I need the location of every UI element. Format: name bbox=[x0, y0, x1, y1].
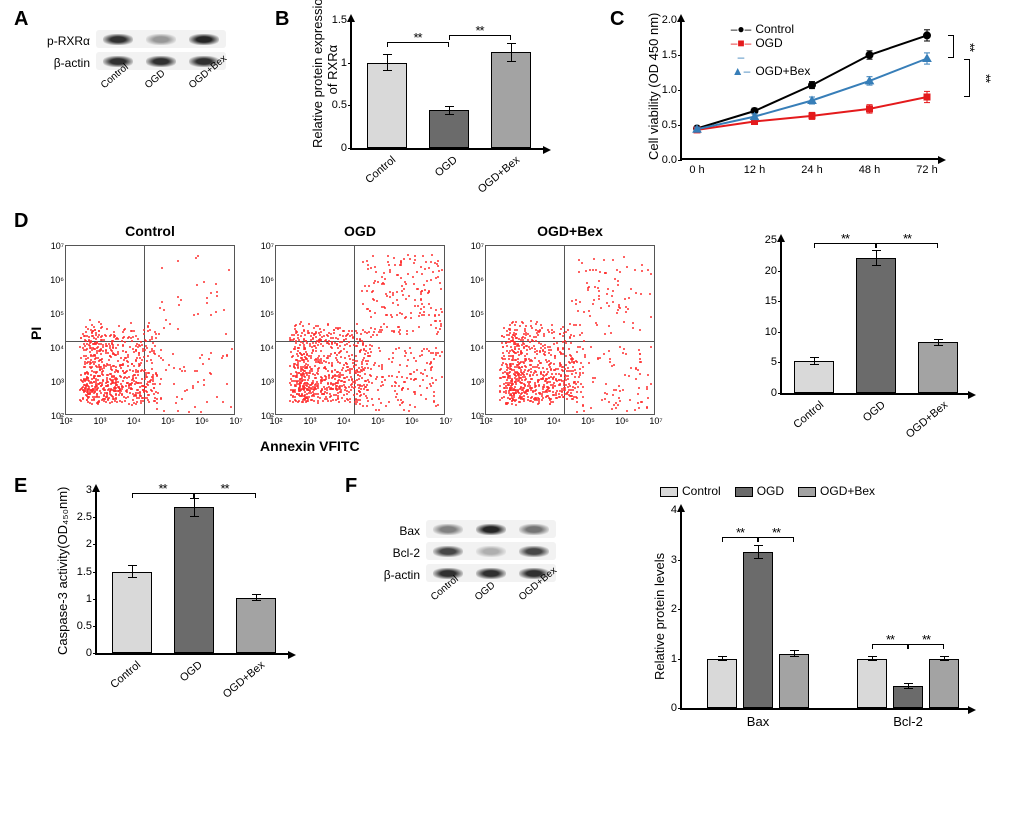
blot-row-β-actin: β-actin bbox=[40, 52, 226, 74]
bar-Control bbox=[794, 361, 834, 393]
panel-d-label: D bbox=[14, 210, 28, 233]
panel-b-chart: Relative protein expressionof RXRα 00.51… bbox=[350, 20, 545, 150]
panel-d-ylabel: PI bbox=[28, 327, 44, 340]
panel-f-chart: Relative protein levels 01234BaxBcl-2***… bbox=[680, 510, 970, 710]
blot-row-Bcl-2: Bcl-2 bbox=[370, 542, 556, 564]
panel-d-xlabel: Annexin VFITC bbox=[260, 438, 360, 454]
flow-plot-OGD: 10²10²10³10³10⁴10⁴10⁵10⁵10⁶10⁶10⁷10⁷ bbox=[275, 245, 445, 415]
blot-row-p-RXRα: p-RXRα bbox=[40, 30, 226, 52]
flow-title: OGD+Bex bbox=[485, 223, 655, 239]
bar-OGD bbox=[174, 507, 214, 653]
panel-f-label: F bbox=[345, 475, 357, 498]
flow-plot-Control: 10²10²10³10³10⁴10⁴10⁵10⁵10⁶10⁶10⁷10⁷ bbox=[65, 245, 235, 415]
blot-row-Bax: Bax bbox=[370, 520, 556, 542]
flow-plot-OGD+Bex: 10²10²10³10³10⁴10⁴10⁵10⁵10⁶10⁶10⁷10⁷ bbox=[485, 245, 655, 415]
bar-OGD+Bex bbox=[918, 342, 958, 393]
bar-OGD bbox=[856, 258, 896, 393]
panel-f-blots: BaxBcl-2β-actin ControlOGDOGD+Bex bbox=[370, 520, 556, 626]
panel-e-label: E bbox=[14, 475, 27, 498]
flow-title: Control bbox=[65, 223, 235, 239]
panel-a-label: A bbox=[14, 8, 28, 31]
panel-c-label: C bbox=[610, 8, 624, 31]
panel-a-blots: p-RXRαβ-actin ControlOGDOGD+Bex bbox=[40, 30, 226, 114]
panel-b-label: B bbox=[275, 8, 289, 31]
panel-c-legend: –●– Control–■– OGD–▲– OGD+Bex bbox=[730, 22, 810, 78]
panel-e-chart: Caspase-3 activity(OD₄₅₀nm) 00.511.522.5… bbox=[95, 490, 290, 655]
bar-OGD bbox=[429, 110, 469, 148]
bar-OGD+Bex bbox=[491, 52, 531, 148]
blot-row-β-actin: β-actin bbox=[370, 564, 556, 586]
flow-title: OGD bbox=[275, 223, 445, 239]
bar-OGD+Bex bbox=[236, 598, 276, 653]
panel-d-bar: 0510152025ControlOGDOGD+Bex**** bbox=[780, 240, 970, 395]
bar-Control bbox=[112, 572, 152, 654]
panel-c-sig: **** bbox=[944, 20, 984, 160]
panel-f-legend: ControlOGDOGD+Bex bbox=[660, 484, 889, 498]
bar-Control bbox=[367, 63, 407, 148]
